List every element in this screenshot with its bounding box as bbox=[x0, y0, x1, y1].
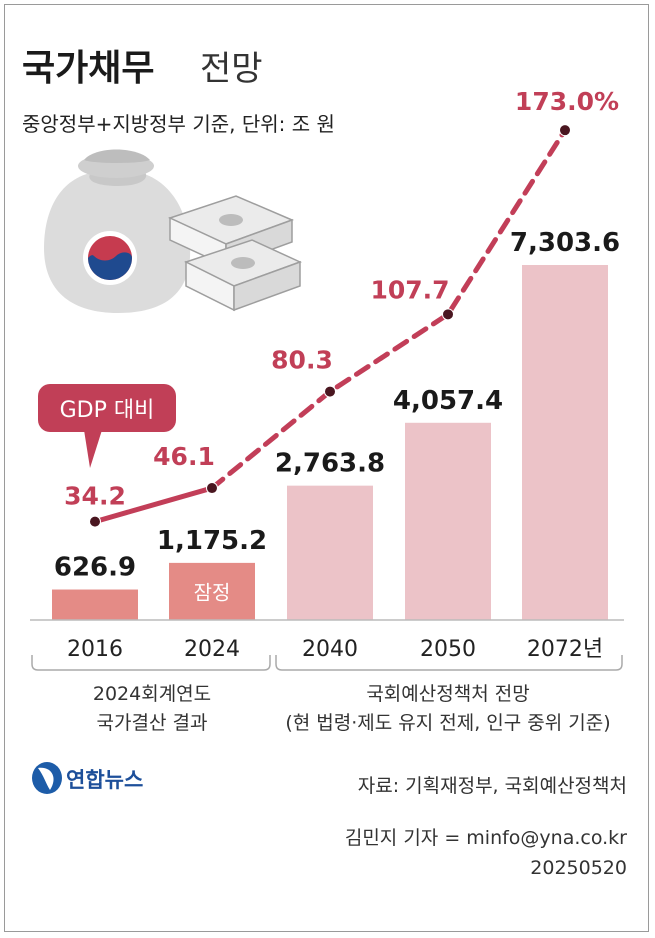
infographic-frame bbox=[4, 4, 649, 932]
gdp-point-2072년 bbox=[559, 124, 571, 137]
gdp-point-2016 bbox=[89, 515, 101, 528]
credit: 김민지 기자 = minfo@yna.co.kr bbox=[345, 827, 627, 849]
bar-2050 bbox=[405, 422, 491, 620]
gdp-line-dashed bbox=[209, 127, 568, 491]
bar-value-label-2016: 626.9 bbox=[54, 553, 136, 583]
bar-value-label-2072년: 7,303.6 bbox=[510, 228, 620, 258]
group-forecast-line2: (현 법령·제도 유지 전제, 인구 중위 기준) bbox=[285, 712, 610, 734]
category-label-3: 2050 bbox=[420, 637, 476, 662]
bar-value-label-2024: 1,175.2 bbox=[157, 526, 267, 556]
date: 20250520 bbox=[530, 857, 627, 879]
category-label-2: 2040 bbox=[302, 637, 358, 662]
bar-2024 bbox=[169, 562, 255, 620]
cash-stack-icon bbox=[167, 195, 302, 312]
gdp-label-2024: 46.1 bbox=[153, 442, 215, 471]
category-labels: 2016 2024 2040 2050 2072년 bbox=[67, 637, 603, 662]
gdp-label-2040: 80.3 bbox=[271, 346, 333, 375]
subtitle: 중앙정부+지방정부 기준, 단위: 조 원 bbox=[22, 112, 335, 136]
source: 자료: 기획재정부, 국회예산정책처 bbox=[358, 775, 627, 797]
gdp-line-solid bbox=[92, 485, 215, 525]
bar-2040 bbox=[287, 485, 373, 620]
group-actual-line2: 국가결산 결과 bbox=[97, 712, 208, 734]
bar-series: 626.9 1,175.2 2,763.8 4,057.4 7,303.6 bbox=[52, 228, 620, 620]
gdp-label-bubble: GDP 대비 bbox=[38, 384, 176, 468]
group-forecast-line1: 국회예산정책처 전망 bbox=[366, 683, 529, 705]
gdp-point-2050 bbox=[442, 308, 454, 321]
gdp-label-2050: 107.7 bbox=[370, 275, 449, 304]
bracket-actual bbox=[31, 655, 271, 671]
bracket-forecast bbox=[275, 655, 623, 671]
category-label-1: 2024 bbox=[184, 637, 240, 662]
bar-value-label-2040: 2,763.8 bbox=[275, 449, 385, 479]
gdp-line-series: 34.2 46.1 80.3 107.7 173.0% bbox=[64, 87, 619, 528]
bar-2072년 bbox=[522, 265, 608, 620]
category-label-0: 2016 bbox=[67, 637, 123, 662]
title-light: 전망 bbox=[200, 49, 263, 89]
bar-value-label-2050: 4,057.4 bbox=[393, 386, 503, 416]
gdp-label: GDP 대비 bbox=[60, 398, 155, 423]
category-label-4: 2072년 bbox=[527, 637, 603, 662]
bar-2016 bbox=[52, 589, 138, 620]
gdp-point-2040 bbox=[324, 385, 336, 398]
provisional-label: 잠정 bbox=[194, 580, 231, 604]
title-bold: 국가채무 bbox=[22, 48, 154, 89]
gdp-label-2072년: 173.0% bbox=[515, 87, 619, 116]
gdp-label-2016: 34.2 bbox=[64, 482, 126, 511]
logo-text: 연합뉴스 bbox=[66, 768, 143, 792]
yonhap-logo: 연합뉴스 bbox=[32, 762, 143, 794]
money-bag-icon bbox=[44, 149, 191, 313]
gdp-point-2024 bbox=[206, 482, 218, 495]
group-actual-line1: 2024회계연도 bbox=[93, 683, 211, 705]
